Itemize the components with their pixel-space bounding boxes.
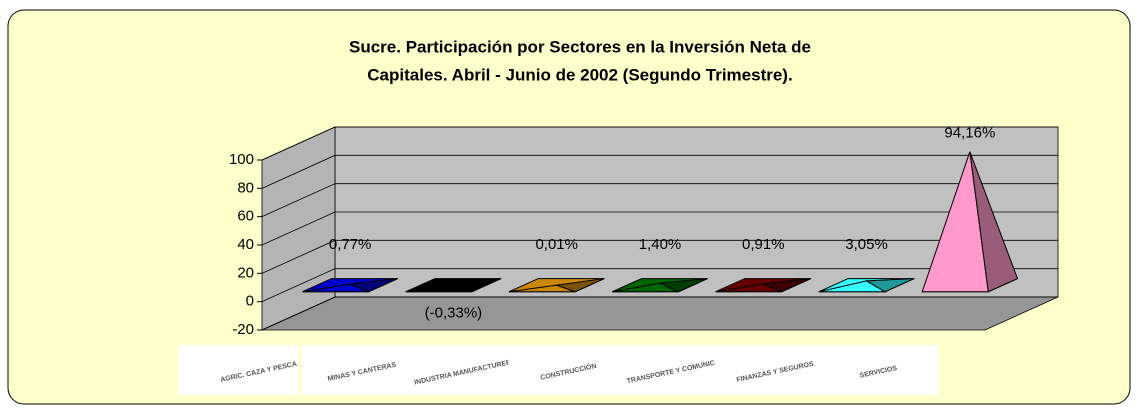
- marks: [302, 151, 1019, 293]
- grid-line: [261, 211, 1058, 246]
- pyramid-side: [556, 278, 605, 293]
- pyramid-side: [348, 278, 399, 293]
- x-tick-label-box: [178, 345, 299, 395]
- pyramid-side: [864, 278, 915, 293]
- y-tick-label: 100: [229, 151, 254, 168]
- x-tick-label-box: [405, 345, 526, 395]
- pyramid: [715, 278, 812, 293]
- chart-title: Sucre. Participación por Sectores en la …: [349, 37, 811, 56]
- data-label: 0,77%: [329, 236, 372, 253]
- grid-line: [261, 183, 1058, 218]
- y-tick-label: 20: [237, 264, 254, 281]
- grid: [257, 126, 1058, 331]
- y-tick-label: 40: [237, 236, 254, 253]
- pyramid-side: [658, 278, 708, 293]
- pyramid: [921, 151, 1019, 293]
- grid-line: [261, 296, 1058, 331]
- x-tick-label-box: [508, 345, 629, 395]
- y-tick-label: 80: [237, 179, 254, 196]
- x-tick-label-box: [611, 345, 732, 395]
- grid-line: [261, 154, 1058, 189]
- data-label: 0,01%: [535, 236, 578, 253]
- pyramid-side: [761, 278, 812, 293]
- data-label: (-0,33%): [425, 305, 483, 322]
- pyramid: [405, 278, 502, 293]
- grid-line: [261, 239, 1058, 274]
- plot-walls: [261, 126, 1059, 331]
- data-label: 94,16%: [944, 125, 995, 142]
- pyramid: [302, 278, 399, 293]
- chart-title: Capitales. Abril - Junio de 2002 (Segund…: [367, 65, 792, 84]
- pyramid-side: [453, 278, 502, 293]
- grid-line: [261, 126, 1058, 161]
- y-tick-label: -20: [232, 321, 254, 338]
- pyramid: [818, 278, 915, 293]
- x-tick-label-box: [818, 345, 939, 395]
- pyramid: [508, 278, 605, 293]
- data-label: 3,05%: [845, 236, 888, 253]
- x-tick-label-box: [715, 345, 836, 395]
- floor: [261, 296, 1059, 331]
- pyramid: [612, 278, 708, 293]
- y-tick-label: 0: [246, 293, 254, 310]
- data-label: 1,40%: [639, 236, 682, 253]
- y-tick-label: 60: [237, 208, 254, 225]
- pyramid-side: [969, 151, 1019, 293]
- x-tick-label-box: [301, 345, 422, 395]
- grid-line: [261, 268, 1058, 303]
- data-label: 0,91%: [742, 236, 785, 253]
